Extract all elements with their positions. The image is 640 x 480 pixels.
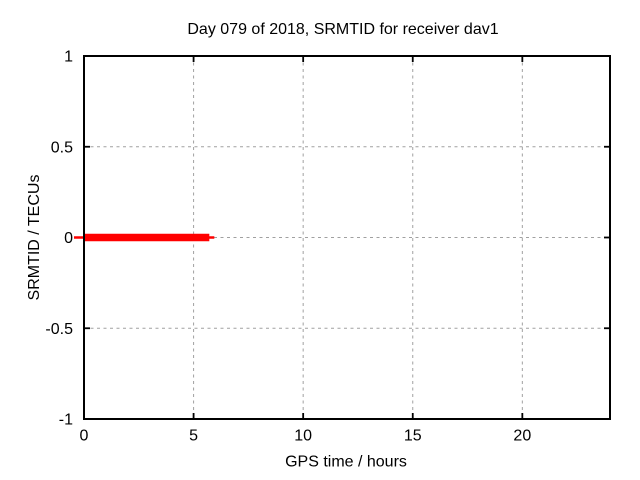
- x-axis-label: GPS time / hours: [285, 454, 407, 471]
- plot-border: [83, 55, 611, 420]
- y-tick-label: 1: [64, 49, 73, 66]
- y-tick-label: -1: [59, 412, 73, 429]
- y-tick-label: 0: [64, 230, 73, 247]
- chart-title: Day 079 of 2018, SRMTID for receiver dav…: [187, 21, 498, 38]
- y-tick-label: -0.5: [45, 321, 73, 338]
- plot-area: 0 5 10 15 20 1 0.5 0 -0.5 -1: [45, 49, 611, 445]
- x-tick-label: 5: [189, 428, 198, 445]
- y-axis-label: SRMTID / TECUs: [26, 175, 43, 301]
- x-tick-label: 0: [80, 428, 89, 445]
- x-tick-label: 10: [294, 428, 312, 445]
- y-tick-label: 0.5: [51, 139, 73, 156]
- x-tick-label: 20: [513, 428, 531, 445]
- x-tick-label: 15: [404, 428, 422, 445]
